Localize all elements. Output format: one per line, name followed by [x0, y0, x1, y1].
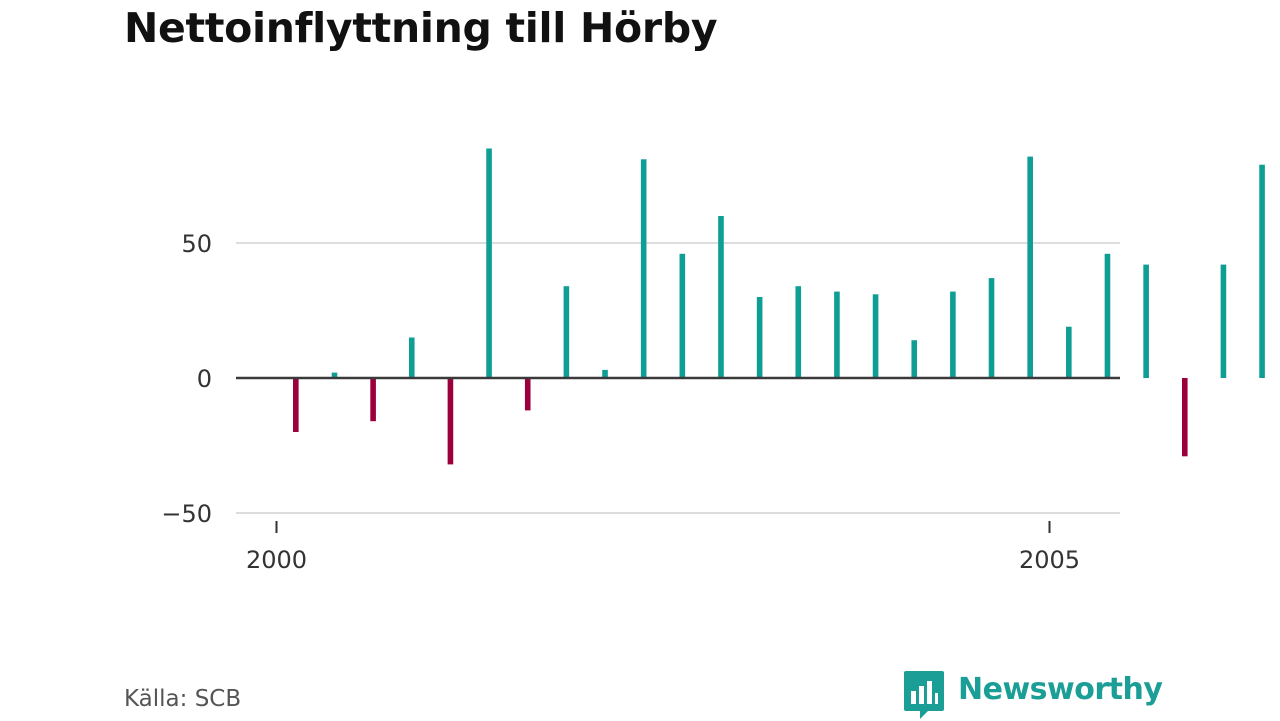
- bar: [640, 159, 647, 378]
- bar: [408, 337, 415, 378]
- newsworthy-logo: Newsworthy: [902, 669, 1163, 721]
- gridlines: [236, 242, 1120, 514]
- chart-title: Nettoinflyttning till Hörby: [124, 4, 718, 52]
- bar: [950, 291, 956, 378]
- bar: [331, 372, 338, 378]
- bar-chart: −50050200020052010201520202025: [161, 148, 1265, 574]
- bar: [872, 294, 879, 378]
- y-tick-label: 50: [181, 230, 212, 258]
- source-label: Källa: SCB: [124, 686, 242, 712]
- bar: [1066, 326, 1072, 378]
- x-tick-label: 2005: [1019, 546, 1080, 574]
- bar: [524, 378, 531, 411]
- bar: [795, 286, 802, 378]
- x-tick-label: 2000: [246, 546, 307, 574]
- y-tick-label: −50: [161, 500, 212, 528]
- bar: [1181, 378, 1188, 457]
- bar: [718, 216, 724, 378]
- bar: [756, 297, 763, 378]
- y-tick-label: 0: [197, 365, 212, 393]
- bar: [679, 253, 686, 378]
- bar: [293, 378, 299, 432]
- bar: [1143, 264, 1149, 378]
- bar: [1027, 156, 1033, 378]
- bar: [988, 278, 995, 378]
- bar: [370, 378, 376, 422]
- bar: [602, 369, 608, 378]
- axes: −50050200020052010201520202025: [161, 230, 1120, 574]
- bar: [1259, 164, 1265, 378]
- brand-name: Newsworthy: [958, 672, 1163, 707]
- bar: [911, 340, 918, 378]
- bar: [834, 291, 840, 378]
- chat-bubble-bar-chart-icon: [904, 671, 944, 719]
- bar: [447, 378, 454, 465]
- bar: [1104, 253, 1111, 378]
- bar: [563, 286, 570, 378]
- bar: [1220, 264, 1227, 378]
- bar: [486, 148, 492, 378]
- bars: [293, 148, 1265, 465]
